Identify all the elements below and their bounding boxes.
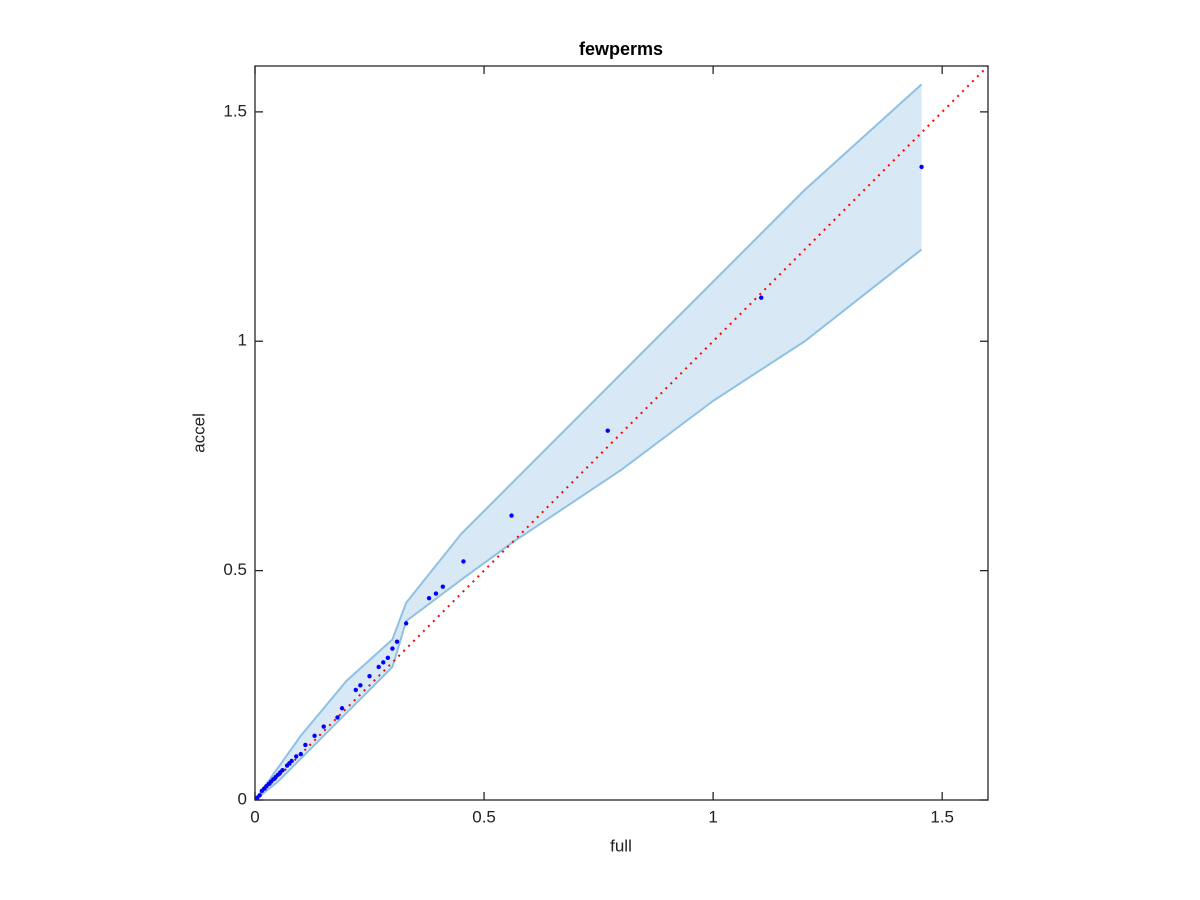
data-point xyxy=(303,742,308,748)
data-point xyxy=(312,733,317,738)
data-point xyxy=(759,295,764,300)
data-point xyxy=(403,621,409,626)
y-tick-label: 1 xyxy=(238,331,247,350)
y-tick-label: 0.5 xyxy=(223,560,247,579)
chart-title: fewperms xyxy=(579,39,663,59)
data-point xyxy=(298,751,304,757)
data-point xyxy=(294,754,299,759)
data-point xyxy=(433,591,439,596)
data-point xyxy=(394,639,400,644)
data-point xyxy=(440,584,446,589)
data-point xyxy=(461,559,466,564)
y-tick-label: 0 xyxy=(238,789,247,808)
y-axis-label: accel xyxy=(189,413,208,453)
band-upper-line xyxy=(254,83,923,801)
data-point xyxy=(509,513,514,518)
data-point xyxy=(385,655,391,660)
data-point xyxy=(358,683,363,688)
data-point xyxy=(390,646,395,651)
x-tick-label: 1.5 xyxy=(930,807,954,826)
data-point xyxy=(381,660,386,665)
data-point xyxy=(367,673,372,679)
band-lower-line xyxy=(254,248,923,801)
x-tick-label: 0.5 xyxy=(472,807,496,826)
data-point xyxy=(919,164,924,170)
x-tick-label: 1 xyxy=(708,807,717,826)
data-point xyxy=(339,706,345,711)
reference-line xyxy=(254,65,989,801)
data-point xyxy=(280,767,285,773)
confidence-band xyxy=(255,84,922,801)
data-point xyxy=(257,793,262,798)
data-point xyxy=(335,715,340,720)
data-point xyxy=(321,724,326,729)
data-point xyxy=(605,428,610,433)
x-tick-label: 0 xyxy=(250,807,259,826)
data-point xyxy=(376,664,381,670)
data-point xyxy=(426,595,432,601)
data-point xyxy=(353,687,358,693)
data-point xyxy=(289,758,294,764)
x-axis-label: full xyxy=(610,836,632,855)
axes-box xyxy=(254,65,989,801)
y-tick-label: 1.5 xyxy=(223,101,247,120)
